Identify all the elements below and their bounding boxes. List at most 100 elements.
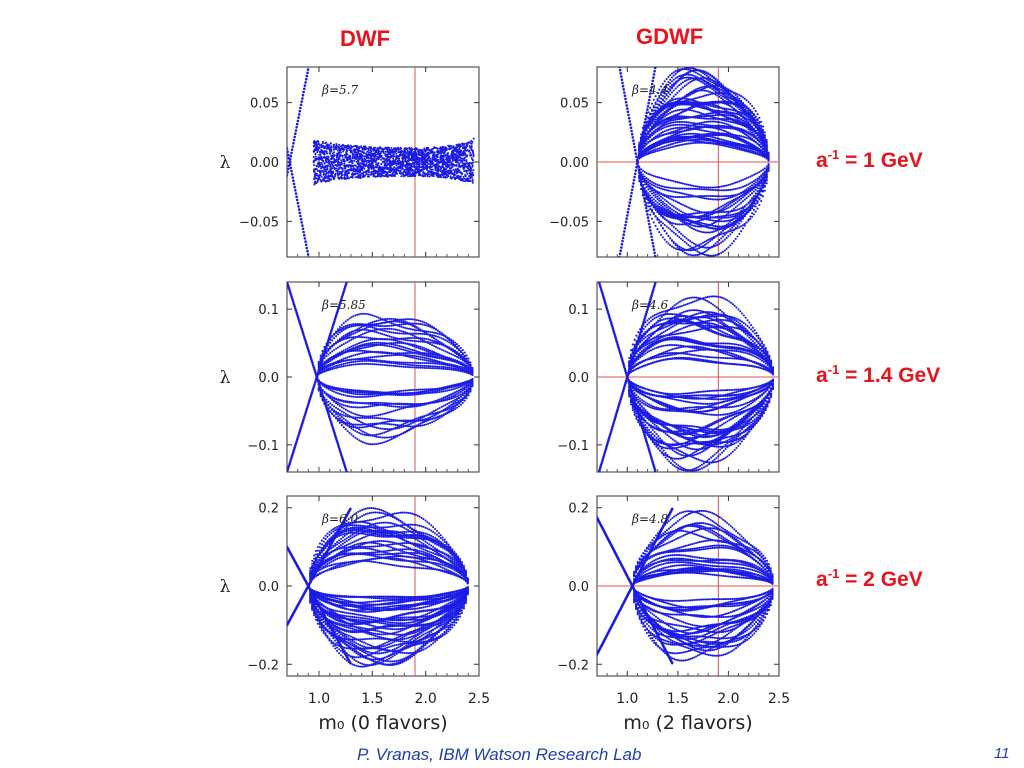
data-point (386, 154, 389, 157)
data-point (380, 168, 383, 171)
data-point (740, 113, 743, 116)
data-point (446, 165, 449, 168)
data-point (690, 80, 694, 83)
data-point (418, 151, 420, 154)
data-point (720, 227, 723, 231)
data-point (749, 149, 752, 152)
data-point (670, 99, 674, 102)
data-point (399, 150, 402, 153)
data-point (712, 131, 715, 134)
data-point (323, 170, 326, 173)
data-point (741, 207, 745, 210)
data-point (751, 150, 754, 153)
data-point (681, 68, 684, 71)
data-point (306, 253, 310, 256)
data-point (740, 121, 743, 124)
data-point (351, 157, 354, 160)
data-point (658, 203, 661, 206)
data-point (445, 157, 448, 159)
data-point (672, 82, 675, 85)
data-point (690, 121, 694, 125)
data-point (456, 161, 459, 164)
data-point (317, 147, 320, 150)
data-point (368, 151, 371, 154)
data-point (703, 94, 706, 97)
data-point (458, 162, 461, 165)
data-point (471, 165, 474, 168)
data-point (700, 217, 703, 220)
data-point (341, 143, 344, 146)
data-point (620, 78, 624, 81)
data-point (674, 361, 677, 364)
data-point (461, 146, 464, 149)
data-point (616, 53, 619, 56)
data-point (301, 227, 305, 231)
data-point (305, 74, 309, 78)
data-point (459, 159, 462, 162)
data-point (317, 165, 320, 168)
data-point (466, 167, 469, 169)
data-point (765, 157, 768, 160)
data-point (703, 186, 706, 189)
data-point (327, 171, 330, 174)
data-point (608, 307, 611, 310)
data-point (358, 168, 361, 171)
data-point (357, 157, 360, 160)
data-point (455, 163, 458, 166)
data-point (645, 189, 648, 193)
data-point (654, 150, 657, 153)
data-point (758, 139, 761, 142)
data-point (616, 56, 619, 59)
data-point (653, 69, 656, 73)
data-point (462, 150, 465, 153)
data-point (364, 174, 367, 177)
data-point (674, 121, 677, 124)
data-point (443, 147, 446, 150)
data-point (743, 122, 746, 125)
data-point (354, 150, 357, 153)
data-point (402, 163, 405, 166)
data-point (330, 175, 333, 178)
data-point (326, 158, 329, 161)
data-point (701, 123, 705, 126)
data-point (613, 40, 616, 43)
data-point (667, 87, 670, 90)
data-point (425, 168, 428, 171)
data-point (292, 142, 295, 145)
data-point (670, 72, 674, 75)
data-point (404, 147, 407, 150)
data-point (450, 145, 453, 148)
data-point (760, 154, 763, 157)
data-point (465, 159, 468, 162)
data-point (634, 152, 638, 155)
data-point (342, 150, 345, 153)
data-point (420, 149, 423, 152)
data-point (297, 116, 300, 119)
data-point (621, 84, 625, 88)
data-point (620, 75, 623, 78)
data-point (620, 246, 623, 249)
data-point (658, 208, 661, 211)
data-point (655, 261, 658, 264)
data-point (357, 174, 360, 177)
data-point (320, 175, 323, 178)
data-point (645, 115, 648, 119)
data-point (359, 155, 362, 158)
data-point (304, 77, 308, 81)
data-point (754, 172, 757, 175)
data-point (736, 98, 739, 101)
data-point (667, 128, 670, 131)
data-point (656, 91, 659, 94)
data-point (458, 164, 461, 167)
data-point (332, 178, 335, 181)
data-point (714, 104, 717, 107)
data-point (390, 155, 393, 158)
data-point (676, 69, 679, 72)
data-point (325, 171, 328, 174)
data-point (653, 67, 657, 70)
data-point (358, 170, 361, 173)
data-point (463, 163, 465, 166)
data-point (381, 150, 384, 153)
data-point (448, 155, 451, 158)
data-point (417, 172, 420, 175)
